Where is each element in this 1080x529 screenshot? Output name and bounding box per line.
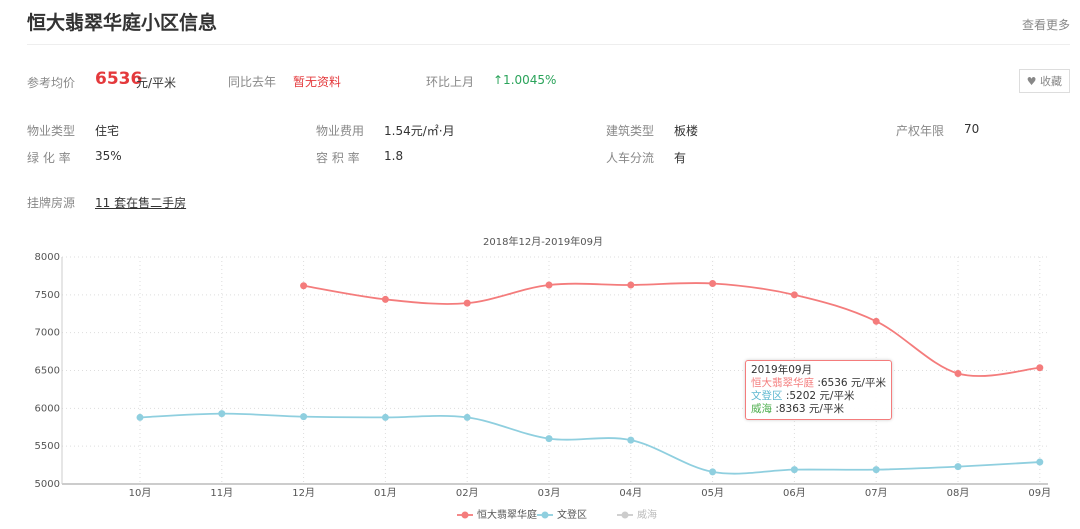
listing-link[interactable]: 11 套在售二手房 xyxy=(95,196,187,210)
price: 6536 xyxy=(95,69,143,89)
label: 物业费用 xyxy=(316,124,365,138)
label: 容 积 率 xyxy=(316,151,360,165)
value: 住宅 xyxy=(95,124,120,138)
point xyxy=(790,466,798,474)
point xyxy=(872,317,880,325)
tooltip-value: :6536 元/平米 xyxy=(814,377,886,389)
value: 1.54元/㎡·月 xyxy=(384,124,455,138)
label: 物业类型 xyxy=(27,124,76,138)
y-tick-label: 5500 xyxy=(35,441,60,452)
y-tick-label: 8000 xyxy=(35,252,60,263)
tooltip-title: 2019年09月 xyxy=(751,364,813,376)
label: 产权年限 xyxy=(896,124,945,138)
point xyxy=(1036,458,1044,466)
x-tick-label: 03月 xyxy=(538,487,561,499)
legend-dot xyxy=(541,511,549,519)
unit: 元/平米 xyxy=(136,76,177,90)
tooltip-row: 威海 :8363 元/平米 xyxy=(751,403,886,416)
legend-label: 文登区 xyxy=(557,508,587,521)
favorite-button[interactable]: ♥ 收藏 xyxy=(1018,69,1070,93)
point xyxy=(954,463,962,471)
x-tick-label: 04月 xyxy=(619,487,642,499)
point xyxy=(463,299,471,307)
more-link[interactable]: 查看更多 xyxy=(1021,18,1070,32)
x-tick-label: 10月 xyxy=(129,487,152,499)
tooltip-row: 文登区 :5202 元/平米 xyxy=(751,390,886,403)
label: 建筑类型 xyxy=(606,124,655,138)
legend-dot xyxy=(461,511,469,519)
point xyxy=(136,413,144,421)
line xyxy=(139,412,1040,475)
point xyxy=(218,410,226,418)
title: 恒大翡翠华庭小区信息 xyxy=(27,12,218,34)
point xyxy=(790,291,798,299)
label: 挂牌房源 xyxy=(27,196,76,210)
yoy: 暂无资料 xyxy=(293,75,342,89)
tooltip-name: 文登区 xyxy=(751,390,783,402)
value: 板楼 xyxy=(674,124,699,138)
x-tick-label: 06月 xyxy=(783,487,806,499)
y-tick-label: 6500 xyxy=(35,366,60,377)
y-tick-label: 5000 xyxy=(35,479,60,490)
legend-label: 恒大翡翠华庭 xyxy=(477,508,537,521)
x-tick-label: 09月 xyxy=(1028,487,1051,499)
y-tick-label: 7500 xyxy=(35,290,60,301)
tooltip-name: 恒大翡翠华庭 xyxy=(751,377,814,389)
point xyxy=(300,413,308,421)
x-tick-label: 07月 xyxy=(865,487,888,499)
tooltip-value: :8363 元/平米 xyxy=(772,403,844,415)
point xyxy=(709,468,717,476)
x-tick-label: 05月 xyxy=(701,487,724,499)
tooltip-value: :5202 元/平米 xyxy=(782,390,855,402)
x-tick-label: 12月 xyxy=(292,487,315,499)
point xyxy=(381,295,389,303)
point xyxy=(627,436,635,444)
label: 参考均价 xyxy=(27,76,76,90)
x-tick-label: 08月 xyxy=(947,487,970,499)
tooltip: 2019年09月 恒大翡翠华庭 :6536 元/平米 文登区 :5202 元/平米… xyxy=(745,360,892,420)
value: 有 xyxy=(674,151,687,165)
legend-dot xyxy=(621,511,629,519)
label: 绿 化 率 xyxy=(27,151,71,165)
x-tick-label: 02月 xyxy=(456,487,479,499)
point xyxy=(300,282,308,290)
divider xyxy=(27,44,1070,45)
point xyxy=(627,281,635,289)
value: 35% xyxy=(95,149,122,163)
point xyxy=(709,279,717,287)
point xyxy=(463,413,471,421)
point xyxy=(545,281,553,289)
point xyxy=(1036,364,1044,372)
point xyxy=(954,370,962,378)
y-tick-label: 6000 xyxy=(35,403,60,414)
mom: ↑1.0045% xyxy=(493,73,557,87)
point xyxy=(872,466,880,474)
chart: 2018年12月-2019年09月 5000 5500 6000 6500 7000 75… xyxy=(35,235,1052,521)
tooltip-name: 威海 xyxy=(751,403,772,415)
value: 70 xyxy=(964,122,980,136)
line xyxy=(303,282,1040,377)
value: 1.8 xyxy=(384,149,404,163)
label: 同比去年 xyxy=(228,75,277,89)
point xyxy=(545,435,553,443)
label: 环比上月 xyxy=(426,75,475,89)
favorite-text: 收藏 xyxy=(1040,75,1062,88)
y-tick-label: 7000 xyxy=(35,328,60,339)
x-tick-label: 01月 xyxy=(374,487,397,499)
legend-label: 威海 xyxy=(637,508,657,521)
label: 人车分流 xyxy=(606,151,655,165)
x-tick-label: 11月 xyxy=(210,487,233,499)
point xyxy=(381,413,389,421)
chart-title: 2018年12月-2019年09月 xyxy=(483,235,603,248)
tooltip-row: 恒大翡翠华庭 :6536 元/平米 xyxy=(751,377,886,390)
